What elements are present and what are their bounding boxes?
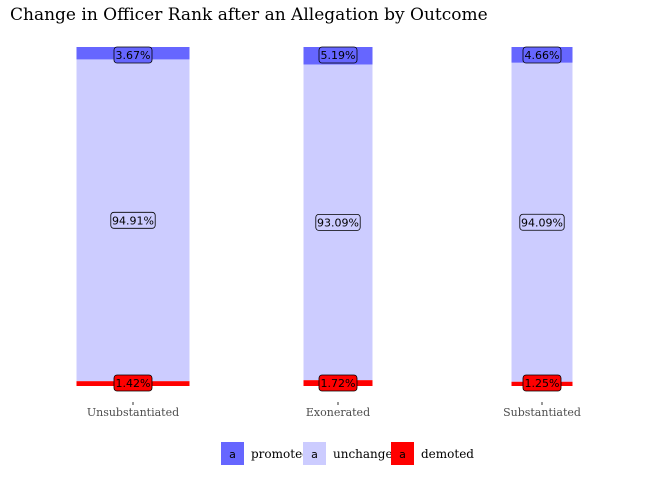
data-label-demoted-unsubstantiated: 1.42%: [113, 374, 153, 392]
legend-key-demoted: [391, 442, 414, 465]
data-label-unchanged-substantiated: 94.09%: [519, 213, 565, 231]
legend-label-unchanged: unchanged: [333, 447, 401, 461]
x-axis: Unsubstantiated Exonerated Substantiated: [87, 402, 581, 419]
data-label-text: 93.09%: [317, 216, 359, 229]
data-label-text: 5.19%: [321, 49, 356, 62]
data-label-demoted-exonerated: 1.72%: [318, 374, 358, 392]
data-label-text: 4.66%: [525, 49, 560, 62]
legend-item-promoted: a promoted: [221, 442, 310, 465]
x-tick-label: Unsubstantiated: [87, 406, 179, 419]
data-label-text: 94.91%: [112, 214, 154, 227]
data-label-box: [113, 46, 153, 64]
legend-key-promoted: [221, 442, 244, 465]
legend-key-glyph: a: [229, 448, 236, 461]
data-label-text: 1.42%: [116, 377, 151, 390]
data-label-text: 1.72%: [321, 377, 356, 390]
data-label-box: [522, 374, 562, 392]
x-tick-label: Exonerated: [306, 406, 370, 419]
data-label-box: [110, 211, 156, 229]
data-label-text: 1.25%: [525, 377, 560, 390]
x-tick-label: Substantiated: [503, 406, 581, 419]
legend-key-unchanged: [303, 442, 326, 465]
data-label-box: [519, 213, 565, 231]
legend-key-glyph: a: [311, 448, 318, 461]
data-label-box: [113, 374, 153, 392]
data-label-promoted-unsubstantiated: 3.67%: [113, 46, 153, 64]
data-label-promoted-exonerated: 5.19%: [318, 46, 358, 64]
legend-key-glyph: a: [399, 448, 406, 461]
data-label-unchanged-unsubstantiated: 94.91%: [110, 211, 156, 229]
data-labels-layer: 3.67% 94.91% 1.42% 5.19% 93.09% 1.72% 4.66% 94.…: [110, 46, 565, 392]
chart-title: Change in Officer Rank after an Allegati…: [10, 5, 488, 25]
legend-item-unchanged: a unchanged: [303, 442, 401, 465]
legend-label-promoted: promoted: [251, 447, 310, 461]
data-label-promoted-substantiated: 4.66%: [522, 46, 562, 64]
data-label-box: [315, 213, 361, 231]
data-label-text: 94.09%: [521, 216, 563, 229]
data-label-box: [522, 46, 562, 64]
data-label-text: 3.67%: [116, 49, 151, 62]
legend-item-demoted: a demoted: [391, 442, 474, 465]
data-label-box: [318, 374, 358, 392]
data-label-unchanged-exonerated: 93.09%: [315, 213, 361, 231]
legend-label-demoted: demoted: [421, 447, 474, 461]
data-label-demoted-substantiated: 1.25%: [522, 374, 562, 392]
data-label-box: [318, 46, 358, 64]
